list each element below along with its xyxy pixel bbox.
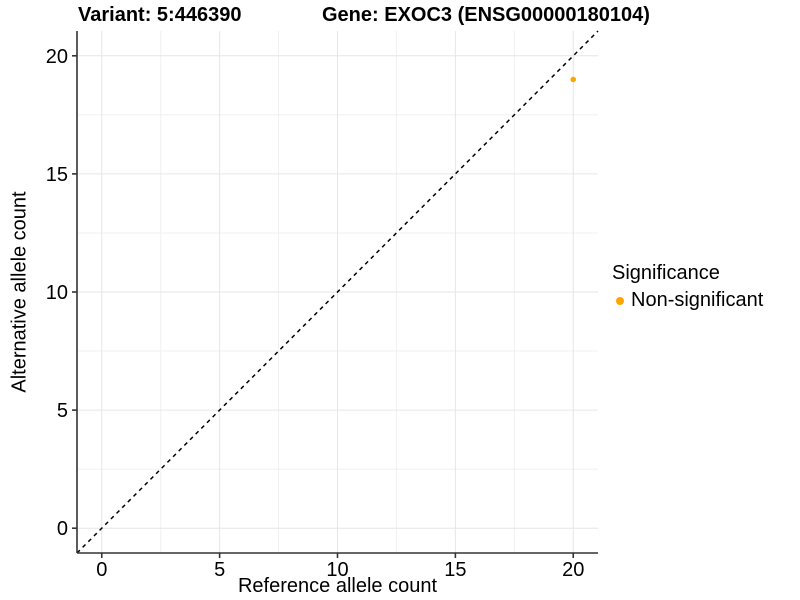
data-points bbox=[570, 76, 577, 83]
identity-reference-line bbox=[76, 30, 599, 554]
y-tick-label: 20 bbox=[46, 46, 68, 68]
legend-key-dot bbox=[616, 296, 624, 305]
legend-title: Significance bbox=[612, 262, 720, 284]
plot-title-variant: Variant: 5:446390 bbox=[78, 4, 242, 26]
grid-major-lines bbox=[77, 31, 598, 553]
data-point bbox=[570, 76, 577, 83]
y-tick-label: 0 bbox=[57, 518, 68, 540]
legend-item: Non-significant bbox=[612, 289, 763, 312]
x-tick-label: 20 bbox=[562, 559, 584, 581]
plot-title-gene: Gene: EXOC3 (ENSG00000180104) bbox=[322, 4, 650, 26]
y-tick-label: 15 bbox=[46, 164, 68, 186]
legend-item-label: Non-significant bbox=[631, 289, 764, 311]
legend-items: Non-significant bbox=[612, 289, 763, 312]
x-tick-label: 10 bbox=[326, 559, 348, 581]
legend: Significance Non-significant bbox=[612, 262, 763, 312]
axis-ticks: 0 5 10 15 20 0 5 10 15 20 bbox=[46, 46, 585, 581]
x-axis-label: Reference allele count bbox=[237, 575, 437, 597]
x-tick-label: 0 bbox=[96, 559, 107, 581]
y-axis-label: Alternative allele count bbox=[8, 191, 31, 393]
x-tick-label: 15 bbox=[444, 559, 466, 581]
y-tick-label: 10 bbox=[46, 282, 68, 304]
x-tick-label: 5 bbox=[214, 559, 225, 581]
y-tick-label: 5 bbox=[57, 400, 68, 422]
